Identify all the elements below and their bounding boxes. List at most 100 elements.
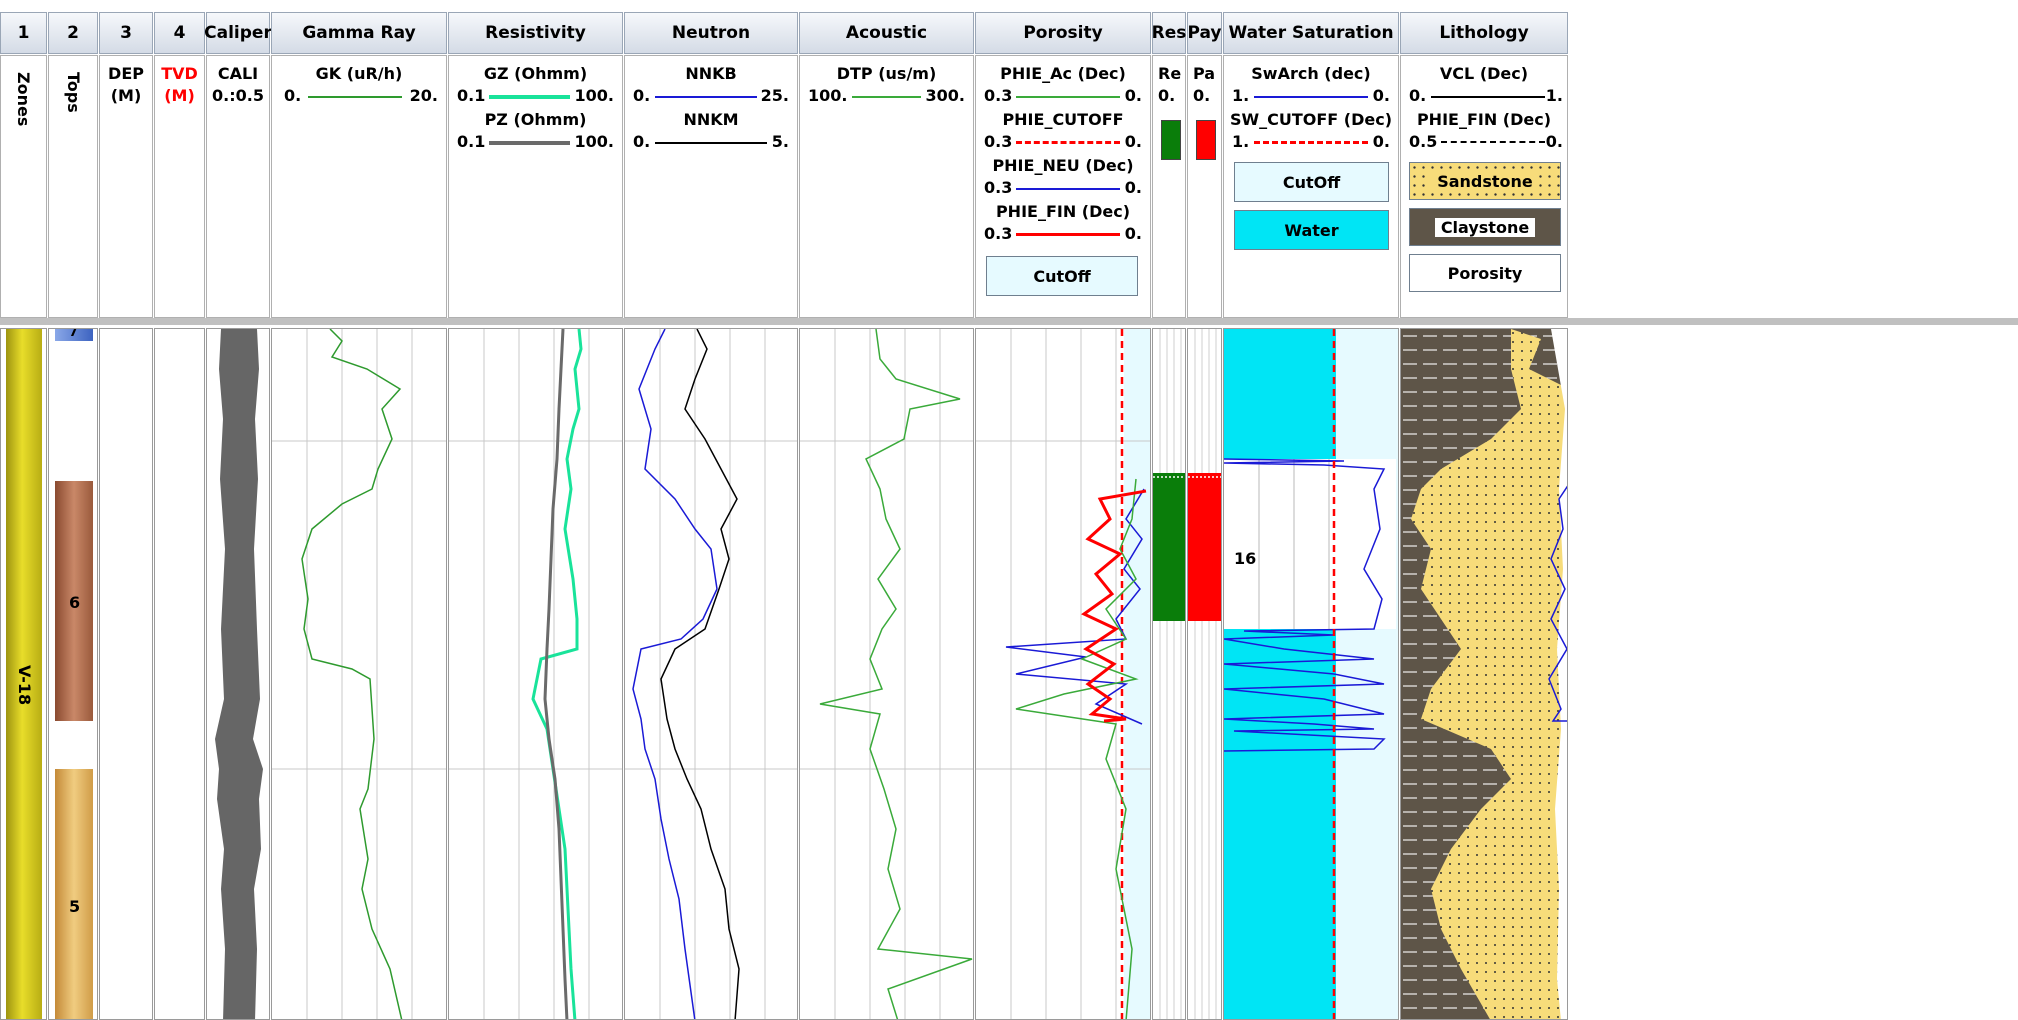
track-zones[interactable]: V-18 [0,328,47,1020]
legend-tvd[interactable]: TVD (M) [154,55,205,318]
legend-pz-min: 0.1 [457,132,486,151]
grid [272,329,446,1019]
track-header-porosity[interactable]: Porosity [975,12,1151,54]
legend-phie-neu-line [1016,188,1120,190]
legend-water-saturation[interactable]: SwArch (dec) 1. 0. SW_CUTOFF (Dec) 1. 0.… [1223,55,1399,318]
porosity-cutoff-fill-legend[interactable]: CutOff [986,256,1138,296]
porosity-svg [976,329,1150,1019]
legend-pay-min: 0. [1193,86,1211,105]
legend-gk-max: 20. [409,86,438,105]
track-header-label: Porosity [1023,23,1103,43]
legend-pay-swatch [1196,120,1216,160]
pay-flag [1188,473,1221,621]
track-gamma-ray[interactable] [271,328,447,1020]
track-header-3[interactable]: 3 [99,12,153,54]
track-depth[interactable] [99,328,153,1020]
track-tops[interactable]: 7 6 5 [48,328,98,1020]
track-header-gamma-ray[interactable]: Gamma Ray [271,12,447,54]
legend-gk-line [308,96,402,98]
track-header-neutron[interactable]: Neutron [624,12,798,54]
track-neutron[interactable] [624,328,798,1020]
phie-neu-curve [1005,488,1145,725]
porosity-fill [1551,329,1567,1019]
legend-phie-ac-max: 0. [1124,86,1142,105]
legend-porosity[interactable]: PHIE_Ac (Dec) 0.3 0. PHIE_CUTOFF 0.3 0. … [975,55,1151,318]
legend-phie-fin-min: 0.3 [984,224,1013,243]
legend-pz-line [489,141,570,145]
legend-neutron[interactable]: NNKB 0. 25. NNKM 0. 5. [624,55,798,318]
track-header-lithology[interactable]: Lithology [1400,12,1568,54]
track-header-acoustic[interactable]: Acoustic [799,12,974,54]
sandstone-legend[interactable]: Sandstone [1409,162,1561,200]
res-flag-svg [1153,329,1185,1019]
track-header-caliper[interactable]: Caliper [204,12,272,54]
track-header-label: 3 [120,23,132,43]
top-band [55,329,93,341]
water-label: Water [1284,220,1339,240]
legend-pay-name: Pa [1193,64,1216,83]
grid [1159,329,1182,1019]
header-separator [0,318,2018,325]
sw-water-fill-legend[interactable]: Water [1234,210,1389,250]
legend-dtp-min: 100. [808,86,848,105]
legend-nnkb-name: NNKB [685,64,737,83]
track-lithology[interactable] [1400,328,1568,1020]
track-tvd[interactable] [154,328,205,1020]
legend-lithology[interactable]: VCL (Dec) 0. 1. PHIE_FIN (Dec) 0.5 0. Sa… [1400,55,1568,318]
legend-tvd-name: TVD [161,64,198,83]
reservoir-flag [1153,473,1185,621]
track-header-4[interactable]: 4 [154,12,205,54]
legend-tops[interactable]: Tops [48,55,98,318]
zone-bar [6,329,42,1019]
sw-svg [1224,329,1398,1019]
track-header-water-saturation[interactable]: Water Saturation [1223,12,1399,54]
legend-tvd-unit: (M) [164,86,195,105]
sw-cutoff-fill-legend[interactable]: CutOff [1234,162,1389,202]
legend-res-flag[interactable]: Re 0. [1152,55,1186,318]
legend-acoustic[interactable]: DTP (us/m) 100. 300. [799,55,974,318]
track-resistivity[interactable] [448,328,623,1020]
legend-resistivity[interactable]: GZ (Ohmm) 0.1 100. PZ (Ohmm) 0.1 100. [448,55,623,318]
legend-caliper[interactable]: CALI 0.:0.5 [206,55,270,318]
acoustic-svg [800,329,973,1019]
track-header-1[interactable]: 1 [0,12,47,54]
grid [800,329,973,1019]
track-caliper[interactable] [206,328,270,1020]
track-pay-flag[interactable] [1187,328,1222,1020]
legend-phie-fin-lith-line [1441,141,1545,143]
track-water-saturation[interactable]: 16 [1223,328,1399,1020]
track-header-res[interactable]: Res [1152,12,1186,54]
top-label: 5 [69,897,81,916]
sw-cutoff-fill [1336,329,1398,1019]
legend-swarch-max: 0. [1372,86,1390,105]
porosity-label: Porosity [1447,263,1523,283]
legend-phie-cutoff-line [1016,141,1120,144]
legend-depth[interactable]: DEP (M) [99,55,153,318]
legend-phie-fin-line [1016,233,1120,236]
track-porosity[interactable] [975,328,1151,1020]
top-label: 6 [69,593,81,612]
legend-pay-flag[interactable]: Pa 0. [1187,55,1222,318]
legend-gamma-ray[interactable]: GK (uR/h) 0. 20. [271,55,447,318]
porosity-legend[interactable]: Porosity [1409,254,1561,292]
legend-phie-ac-min: 0.3 [984,86,1013,105]
dtp-curve [819,329,973,1019]
track-header-2[interactable]: 2 [48,12,98,54]
claystone-legend[interactable]: Claystone [1409,208,1561,246]
track-acoustic[interactable] [799,328,974,1020]
legend-sw-cutoff-min: 1. [1232,132,1250,151]
track-header-pay[interactable]: Pay [1187,12,1222,54]
gk-curve [301,329,403,1019]
cutoff-label: CutOff [1282,172,1341,192]
phie-fin-lith-curve [1548,485,1567,722]
track-header-label: 1 [17,23,30,43]
gz-curve [531,329,583,1019]
legend-gz-max: 100. [574,86,614,105]
porosity-cutoff-fill [1124,329,1150,1019]
track-header-resistivity[interactable]: Resistivity [448,12,623,54]
legend-vcl-min: 0. [1409,86,1427,105]
track-res-flag[interactable] [1152,328,1186,1020]
gamma-svg [272,329,446,1019]
legend-zones[interactable]: Zones [0,55,47,318]
track-header-label: Acoustic [845,23,928,43]
